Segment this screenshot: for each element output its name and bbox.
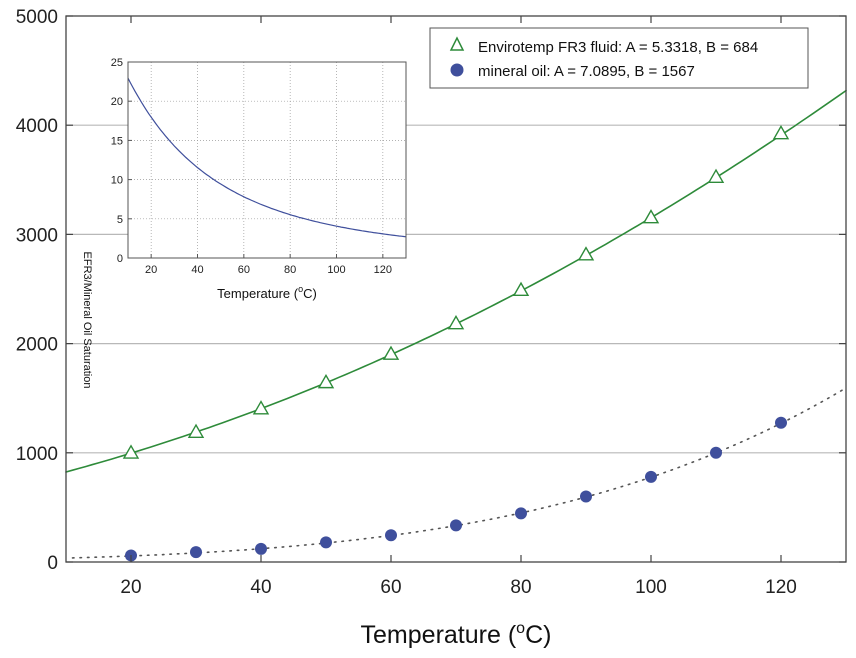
legend-box (429, 27, 809, 89)
plot-frame (65, 15, 847, 563)
inset-x-tick-label: 100 (327, 264, 345, 276)
data-point-mineral (190, 546, 202, 559)
inset-y-tick-label: 15 (111, 135, 123, 147)
inset-ticks: 20 40 60 80 100 120 0 5 10 15 20 25 (111, 57, 392, 276)
data-point-fr3 (317, 373, 335, 389)
x-tick-label: 20 (120, 577, 141, 598)
x-tick-label: 40 (250, 577, 271, 598)
data-point-mineral (710, 446, 722, 459)
inset-y-tick-label: 25 (111, 57, 123, 69)
inset-x-axis-title-unit: C) (303, 286, 317, 301)
x-axis-title-sup: o (516, 620, 525, 637)
inset-x-axis-title-sup: o (298, 284, 303, 294)
inset-y-tick-label: 0 (117, 253, 123, 265)
inset-y-tick-label: 5 (117, 214, 123, 226)
inset-y-tick-label: 20 (111, 96, 123, 108)
data-point-fr3 (577, 246, 595, 261)
data-point-mineral (515, 507, 527, 520)
data-point-mineral (385, 529, 397, 542)
inset-x-tick-label: 40 (191, 264, 203, 276)
data-point-mineral (775, 416, 787, 429)
y-tick-label: 4000 (16, 116, 58, 137)
inset-x-axis-title: Temperature (oC) (217, 284, 317, 301)
data-point-fr3 (707, 168, 725, 184)
x-axis-title: Temperature (oC) (361, 620, 552, 649)
y-tick-label: 3000 (16, 225, 58, 246)
main-markers (122, 124, 790, 562)
inset-y-axis-title: EFR3/Mineral Oil Saturation (81, 252, 93, 389)
inset-y-tick-label: 10 (111, 175, 123, 187)
data-point-fr3 (187, 423, 205, 439)
inset-chart: 20 40 60 80 100 120 0 5 10 15 20 25 Temperature (oC… (111, 57, 407, 301)
legend: Envirotemp FR3 fluid: A = 5.3318, B = 68… (429, 27, 809, 89)
inset-frame (127, 61, 407, 259)
y-tick-label: 2000 (16, 335, 58, 356)
inset-x-tick-label: 120 (374, 264, 392, 276)
y-tick-label: 5000 (16, 7, 58, 28)
data-point-fr3 (447, 314, 465, 330)
data-point-mineral (580, 490, 592, 503)
data-point-fr3 (252, 400, 270, 415)
inset-x-axis-title-text: Temperature ( (217, 286, 299, 301)
data-point-mineral (255, 542, 267, 555)
data-point-fr3 (122, 444, 140, 459)
x-tick-label: 80 (510, 577, 531, 598)
x-tick-label: 120 (765, 577, 797, 598)
inset-x-tick-label: 80 (284, 264, 296, 276)
data-point-fr3 (512, 281, 530, 297)
inset-plot-area (128, 62, 406, 258)
legend-marker-fr3 (449, 36, 465, 51)
x-axis-title-text: Temperature ( (361, 621, 517, 649)
x-axis-title-unit: C) (525, 621, 551, 649)
inset-x-tick-label: 20 (145, 264, 157, 276)
data-point-fr3 (642, 209, 660, 224)
inset-x-tick-label: 60 (238, 264, 250, 276)
inset-ratio-line (127, 77, 407, 238)
data-point-mineral (320, 536, 332, 549)
data-point-mineral (450, 519, 462, 532)
data-point-mineral (645, 470, 657, 483)
legend-marker-mineral (450, 63, 464, 77)
x-tick-label: 60 (380, 577, 401, 598)
x-tick-label: 100 (635, 577, 667, 598)
legend-label-fr3: Envirotemp FR3 fluid: A = 5.3318, B = 68… (478, 39, 758, 56)
data-point-fr3 (772, 124, 790, 140)
y-tick-label: 1000 (16, 444, 58, 465)
y-tick-label: 0 (47, 553, 58, 574)
data-point-fr3 (382, 345, 400, 360)
legend-label-mineral: mineral oil: A = 7.0895, B = 1567 (478, 63, 695, 80)
inset-curve (127, 77, 407, 238)
